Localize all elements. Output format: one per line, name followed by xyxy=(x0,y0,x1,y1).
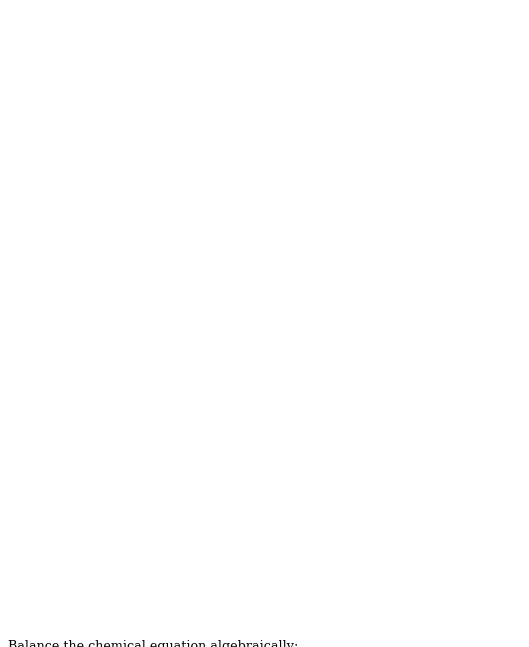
Text: Balance the chemical equation algebraically:: Balance the chemical equation algebraica… xyxy=(8,640,298,647)
